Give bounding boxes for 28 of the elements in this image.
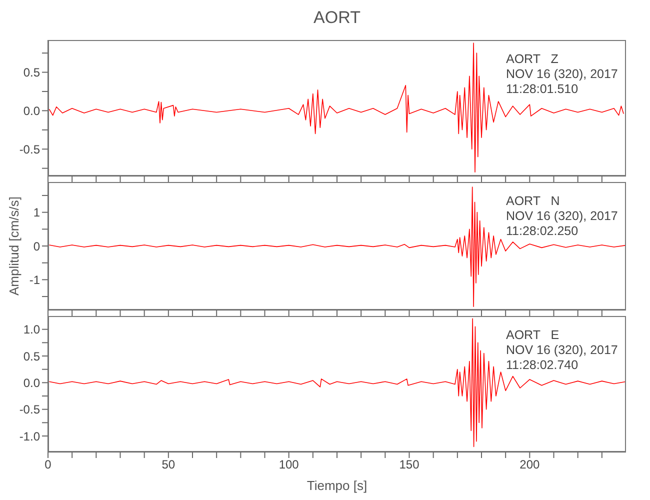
y-tick-label: 1 — [33, 206, 40, 220]
annotation: AORT E — [506, 328, 560, 343]
x-tick-label: 200 — [520, 458, 540, 472]
annotation: NOV 16 (320), 2017 — [506, 67, 618, 82]
annotation: 11:28:02.740 — [506, 358, 580, 373]
y-tick-label: 0.5 — [23, 349, 40, 364]
y-tick-label: -0.5 — [19, 142, 40, 156]
x-tick-label: 50 — [162, 458, 176, 472]
annotation: 11:28:01.510 — [506, 82, 580, 97]
y-tick-label: 0.0 — [23, 104, 40, 118]
y-tick-label: 0.0 — [23, 376, 40, 390]
y-tick-label: 0.5 — [23, 66, 40, 80]
x-tick-label: 0 — [44, 458, 52, 472]
y-axis-title: Amplitud [cm/s/s] — [6, 196, 22, 296]
y-tick-label: 0 — [33, 239, 40, 254]
annotation: 11:28:02.250 — [506, 224, 580, 239]
y-tick-label: -1 — [29, 272, 40, 287]
y-tick-label: 1.0 — [23, 322, 40, 337]
y-tick-label: -1.0 — [19, 429, 40, 444]
annotation: AORT Z — [506, 52, 560, 67]
annotation: NOV 16 (320), 2017 — [506, 209, 618, 224]
annotation: NOV 16 (320), 2017 — [506, 343, 618, 358]
chart-title: AORT — [312, 8, 362, 28]
x-tick-label: 100 — [278, 458, 300, 472]
x-axis-title: Tiempo [s] — [306, 478, 368, 493]
x-tick-label: 150 — [399, 458, 420, 472]
annotation: AORT N — [506, 194, 561, 209]
y-tick-label: -0.5 — [19, 402, 40, 417]
